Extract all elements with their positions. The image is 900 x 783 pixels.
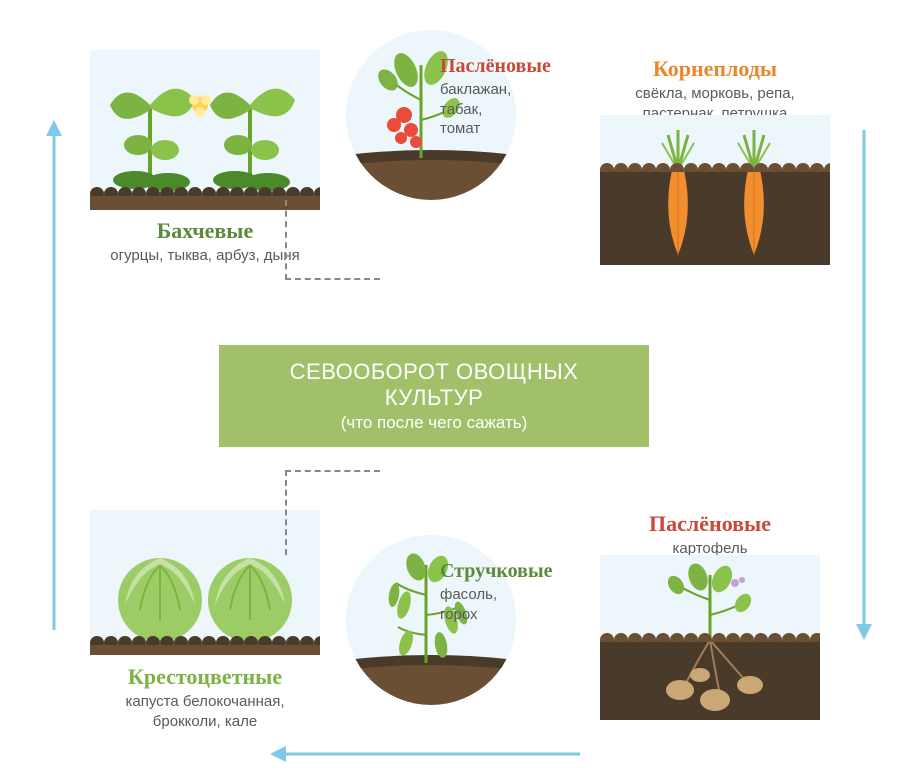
title-struchkovye: Стручковые (440, 560, 590, 583)
panel-paslenovye2 (600, 555, 820, 720)
banner-subtitle: (что после чего сажать) (239, 413, 629, 433)
panel-bakhchevye (90, 50, 320, 210)
title-paslenovye1: Паслёновые (440, 55, 590, 78)
soil-bumps (90, 184, 320, 196)
carrot-illustration (600, 115, 830, 265)
label-paslenovye2: Паслёновые картофель (600, 511, 820, 559)
connector-bottom (285, 470, 380, 555)
arrow-right-down (852, 120, 876, 640)
title-krestocvetnye: Крестоцветные (80, 664, 330, 690)
arrow-left-up (42, 120, 66, 640)
title-korneplody: Корнеплоды (600, 56, 830, 82)
desc-paslenovye1: баклажан,табак,томат (440, 80, 590, 139)
desc-krestocvetnye: капуста белокочанная,брокколи, кале (80, 692, 330, 731)
label-korneplody: Корнеплоды свёкла, морковь, репа,пастерн… (600, 56, 830, 123)
label-struchkovye: Стручковые фасоль,горох (440, 560, 590, 624)
center-banner: СЕВООБОРОТ ОВОЩНЫХ КУЛЬТУР (что после че… (219, 345, 649, 447)
label-krestocvetnye: Крестоцветные капуста белокочанная,брокк… (80, 664, 330, 731)
desc-struchkovye: фасоль,горох (440, 585, 590, 624)
title-paslenovye2: Паслёновые (600, 511, 820, 537)
banner-title: СЕВООБОРОТ ОВОЩНЫХ КУЛЬТУР (239, 359, 629, 411)
panel-korneplody (600, 115, 830, 265)
arrow-bottom-left (270, 742, 590, 766)
connector-top (285, 200, 380, 280)
label-paslenovye-top: Паслёновые баклажан,табак,томат (440, 55, 590, 139)
